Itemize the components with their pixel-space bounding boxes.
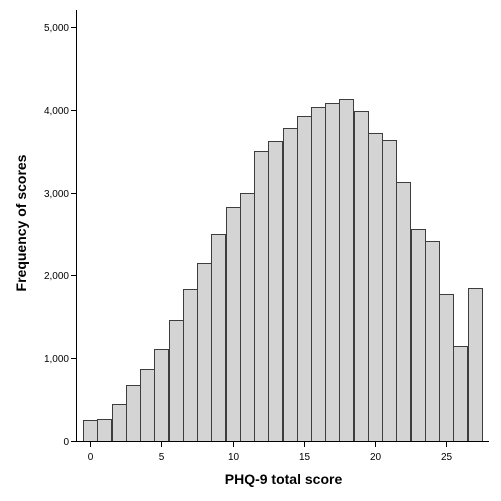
- bar-score-24: [425, 241, 440, 442]
- axes-layer: [76, 10, 489, 442]
- x-tick-label: 25: [441, 452, 453, 463]
- bar-score-23: [411, 229, 426, 442]
- bar-score-3: [126, 385, 141, 442]
- bar-score-2: [112, 404, 127, 442]
- bar-score-25: [439, 294, 454, 442]
- bar-score-22: [396, 182, 411, 442]
- x-tick-label: 20: [370, 452, 382, 463]
- bar-score-1: [97, 419, 112, 442]
- bar-score-5: [154, 349, 169, 442]
- bar-score-27: [468, 288, 483, 442]
- y-tick-label: 4,000: [44, 106, 69, 117]
- bar-score-4: [140, 369, 155, 442]
- bars-layer: [83, 99, 483, 442]
- x-axis-title: PHQ-9 total score: [225, 471, 343, 487]
- bar-score-14: [283, 128, 298, 442]
- x-ticks-layer: 0 5 10 15 20 25: [88, 441, 453, 463]
- y-tick-label: 0: [63, 437, 69, 448]
- x-tick-label: 5: [159, 452, 165, 463]
- bar-score-26: [453, 346, 468, 442]
- bar-score-16: [311, 107, 326, 442]
- y-tick-label: 5,000: [44, 23, 69, 34]
- x-tick-label: 0: [88, 452, 94, 463]
- x-tick-label: 10: [228, 452, 240, 463]
- bar-score-6: [169, 320, 184, 442]
- bar-score-10: [226, 207, 241, 442]
- bar-score-13: [268, 141, 283, 442]
- bar-score-21: [382, 140, 397, 442]
- bar-score-18: [339, 99, 354, 442]
- y-axis-title: Frequency of scores: [13, 154, 29, 291]
- bar-score-7: [183, 289, 198, 442]
- y-tick-label: 1,000: [44, 354, 69, 365]
- y-tick-label: 2,000: [44, 271, 69, 282]
- bar-score-17: [325, 103, 340, 442]
- bar-score-15: [297, 116, 312, 442]
- bar-score-0: [83, 420, 98, 442]
- bar-score-19: [354, 111, 369, 442]
- bar-score-20: [368, 133, 383, 442]
- y-ticks-layer: 0 1,000 2,000 3,000 4,000 5,000: [44, 23, 76, 448]
- bar-score-9: [211, 234, 226, 442]
- bar-score-8: [197, 263, 212, 442]
- y-tick-label: 3,000: [44, 189, 69, 200]
- x-tick-label: 15: [299, 452, 311, 463]
- bar-score-11: [240, 193, 255, 442]
- bar-score-12: [254, 151, 269, 442]
